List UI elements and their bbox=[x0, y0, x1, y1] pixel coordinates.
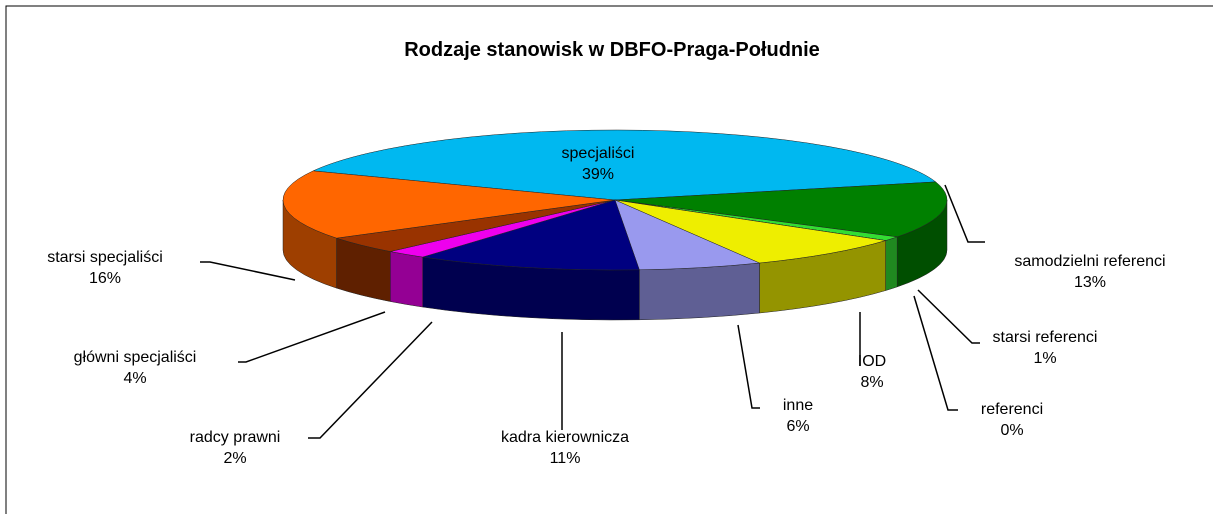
slice-label: samodzielni referenci bbox=[1014, 253, 1165, 270]
slice-label: starsi referenci bbox=[993, 329, 1098, 346]
slice-label: referenci bbox=[981, 401, 1043, 418]
value-label: 6% bbox=[786, 418, 809, 435]
slice-label: specjaliści bbox=[562, 145, 635, 162]
slice bbox=[282, 170, 616, 239]
slice-label: inne bbox=[783, 397, 813, 414]
slice-side bbox=[639, 262, 760, 321]
leader-line bbox=[308, 321, 433, 439]
slice-label: starsi specjaliści bbox=[47, 249, 163, 266]
slice-label: IOD bbox=[858, 353, 886, 370]
chart-frame bbox=[5, 5, 1213, 514]
leader-line bbox=[917, 289, 980, 344]
leader-line bbox=[913, 295, 958, 411]
slice bbox=[614, 199, 761, 271]
leader-line bbox=[944, 184, 985, 243]
slice bbox=[614, 199, 886, 264]
slice bbox=[312, 129, 937, 201]
slice-label: kadra kierownicza bbox=[501, 429, 629, 446]
value-label: 2% bbox=[223, 450, 246, 467]
leader-line bbox=[200, 261, 296, 281]
value-label: 4% bbox=[123, 370, 146, 387]
slice-side bbox=[390, 251, 423, 308]
value-label: 8% bbox=[860, 374, 883, 391]
slice bbox=[422, 199, 640, 271]
value-label: 11% bbox=[550, 450, 581, 467]
slice-side bbox=[885, 236, 898, 291]
leader-line bbox=[737, 324, 760, 409]
slice-label: radcy prawni bbox=[190, 429, 281, 446]
slice bbox=[614, 181, 948, 238]
slice-label: główni specjaliści bbox=[74, 349, 197, 366]
value-label: 16% bbox=[89, 270, 121, 287]
leader-line bbox=[238, 311, 386, 363]
value-label: 0% bbox=[1000, 422, 1023, 439]
value-label: 39% bbox=[582, 166, 614, 183]
value-label: 13% bbox=[1074, 274, 1106, 291]
chart-title: Rodzaje stanowisk w DBFO-Praga-Południe bbox=[404, 39, 820, 61]
value-label: 1% bbox=[1033, 350, 1056, 367]
